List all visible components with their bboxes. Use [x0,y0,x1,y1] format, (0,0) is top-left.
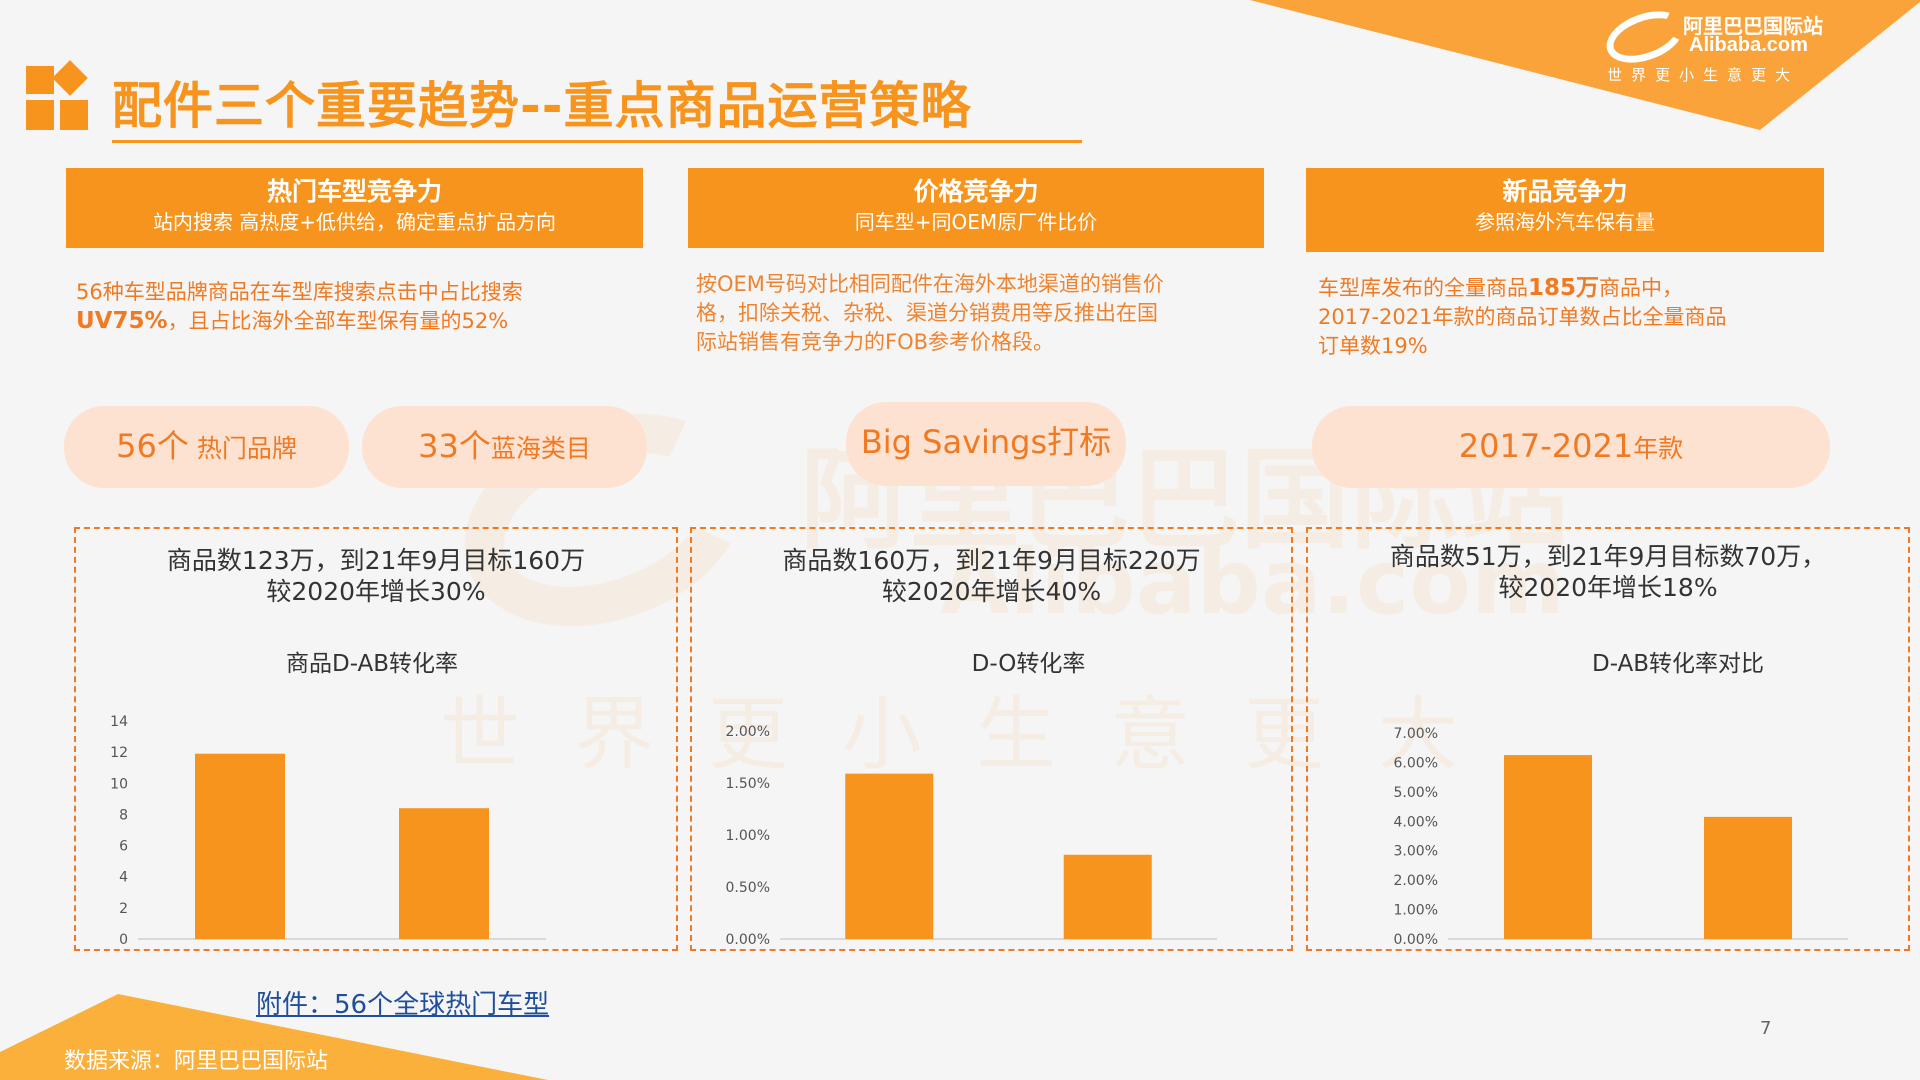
bar-2 [1063,854,1152,939]
pill-label: 热门品牌 [188,434,297,463]
panel-price: 商品数160万，到21年9月目标220万 较2020年增长40% D-O转化率 0… [690,527,1293,951]
header-subtitle: 同车型+同OEM原厂件比价 [854,210,1098,234]
pill-number: 33个 [418,427,491,465]
pill-number: 2017-2021 [1458,427,1634,465]
header-subtitle: 参照海外汽车保有量 [1475,210,1655,234]
y-tick-label: 2.00% [726,724,770,740]
bar-1 [1504,755,1592,939]
pill-label: 年款 [1633,434,1684,463]
y-tick-label: 4 [119,870,128,886]
desc-text: ，且占比海外全部车型保有量的52% [167,309,509,333]
description-new-products: 车型库发布的全量商品185万商品中， 2017-2021年款的商品订单数占比全量… [1318,274,1858,361]
desc-highlight: UV75% [76,308,168,334]
y-tick-label: 0.00% [1394,932,1438,948]
desc-text: 56种车型品牌商品在车型库搜索点击中占比搜索 [76,280,523,304]
y-tick-label: 0 [119,932,128,948]
alibaba-logo-icon [1599,1,1691,73]
chart-d-ab-conversion: 商品D-AB转化率0246810121456种车型商品转化率大盘商品转化率 [110,651,546,948]
page-title: 配件三个重要趋势--重点商品运营策略 [112,66,1082,143]
panel-hot-models: 商品数123万，到21年9月目标160万 较2020年增长30% 商品D-AB转… [74,527,678,951]
y-tick-label: 10 [110,776,128,792]
pill-blue-ocean: 33个蓝海类目 [362,406,647,488]
desc-text: 按OEM号码对比相同配件在海外本地渠道的销售价 [696,272,1164,296]
panel-line-2: 较2020年增长18% [1498,573,1718,602]
pill-model-years: 2017-2021年款 [1312,406,1830,488]
header-box-new-products: 新品竞争力 参照海外汽车保有量 [1306,168,1824,252]
panel-summary: 商品数160万，到21年9月目标220万 较2020年增长40% [692,545,1291,607]
pill-number: 56个 [116,427,189,465]
y-tick-label: 3.00% [1394,844,1438,860]
logo-en-text: Alibaba.com [1689,34,1808,56]
chart-d-ab-comparison: D-AB转化率对比 0.00% 1.00% 2.00% 3.00% 4.00% 5.00% 6… [1394,651,1848,948]
y-tick-label: 2 [119,901,128,917]
y-tick-label: 1.00% [726,828,770,844]
y-tick-label: 7.00% [1394,726,1438,742]
y-tick-label: 1.50% [726,776,770,792]
pill-label: 蓝海类目 [490,434,591,463]
bar-2 [1704,816,1792,939]
header-box-hot-models: 热门车型竞争力 站内搜索 高热度+低供给，确定重点扩品方向 [66,168,643,248]
y-tick-label: 6.00% [1394,755,1438,771]
panel-line-1: 商品数160万，到21年9月目标220万 [782,546,1201,575]
desc-text: 订单数19% [1318,334,1428,358]
alibaba-logo: 阿里巴巴国际站 Alibaba.com 世界更小生意更大 [1599,1,1905,88]
header-title: 新品竞争力 [1502,177,1628,206]
header-title: 价格竞争力 [913,177,1039,206]
y-tick-label: 5.00% [1394,785,1438,801]
bar-1 [195,753,285,939]
page-number: 7 [1760,1018,1772,1039]
chart-title: D-O转化率 [972,651,1086,677]
logo-slogan: 世界更小生意更大 [1607,66,1800,84]
y-tick-label: 2.00% [1394,873,1438,889]
title-squares-icon [26,60,94,134]
chart-d-o-conversion: D-O转化率0.00%0.50%1.00%1.50%2.00%绝对价格竞争力商品… [726,651,1217,948]
y-tick-label: 0.00% [726,932,770,948]
y-tick-label: 12 [110,745,128,761]
y-tick-label: 4.00% [1394,814,1438,830]
panel-line-2: 较2020年增长40% [881,577,1102,606]
pill-big-savings: Big Savings打标 [846,402,1126,486]
bar-1 [845,773,934,939]
chart-title: 商品D-AB转化率 [286,651,458,677]
desc-text: 车型库发布的全量商品 [1318,276,1528,300]
chart-title: D-AB转化率对比 [1592,651,1764,677]
header-title: 热门车型竞争力 [266,177,442,206]
y-tick-label: 6 [119,839,128,855]
y-tick-label: 1.00% [1394,903,1438,919]
pill-hot-brands: 56个 热门品牌 [64,406,349,488]
desc-text: 际站销售有竞争力的FOB参考价格段。 [696,330,1055,354]
logo-cn-text: 阿里巴巴国际站 [1683,14,1823,38]
desc-text: 2017-2021年款的商品订单数占比全量商品 [1318,305,1727,329]
header-box-price: 价格竞争力 同车型+同OEM原厂件比价 [688,168,1264,248]
pill-text: Big Savings打标 [860,423,1112,461]
desc-text: 格，扣除关税、杂税、渠道分销费用等反推出在国 [696,301,1158,325]
header-subtitle: 站内搜索 高热度+低供给，确定重点扩品方向 [152,210,557,234]
y-tick-label: 8 [119,807,128,823]
panel-new-products: 商品数51万，到21年9月目标数70万， 较2020年增长18% D-AB转化率… [1306,527,1910,951]
panel-line-2: 较2020年增长30% [266,577,486,606]
bar-2 [399,808,489,939]
y-tick-label: 0.50% [726,880,770,896]
appendix-link[interactable]: 附件：56个全球热门车型 [256,990,550,1020]
panel-line-1: 商品数51万，到21年9月目标数70万， [1389,542,1827,571]
panel-summary: 商品数123万，到21年9月目标160万 较2020年增长30% [76,545,676,607]
data-source: 数据来源：阿里巴巴国际站 [64,1049,329,1074]
desc-text: 商品中， [1599,276,1684,300]
panel-line-1: 商品数123万，到21年9月目标160万 [166,546,586,575]
description-hot-models: 56种车型品牌商品在车型库搜索点击中占比搜索 UV75%，且占比海外全部车型保有… [76,278,656,336]
panel-summary: 商品数51万，到21年9月目标数70万， 较2020年增长18% [1308,541,1908,603]
y-tick-label: 14 [110,714,128,730]
description-price: 按OEM号码对比相同配件在海外本地渠道的销售价 格，扣除关税、杂税、渠道分销费用… [696,270,1276,357]
desc-highlight: 185万 [1528,275,1600,301]
